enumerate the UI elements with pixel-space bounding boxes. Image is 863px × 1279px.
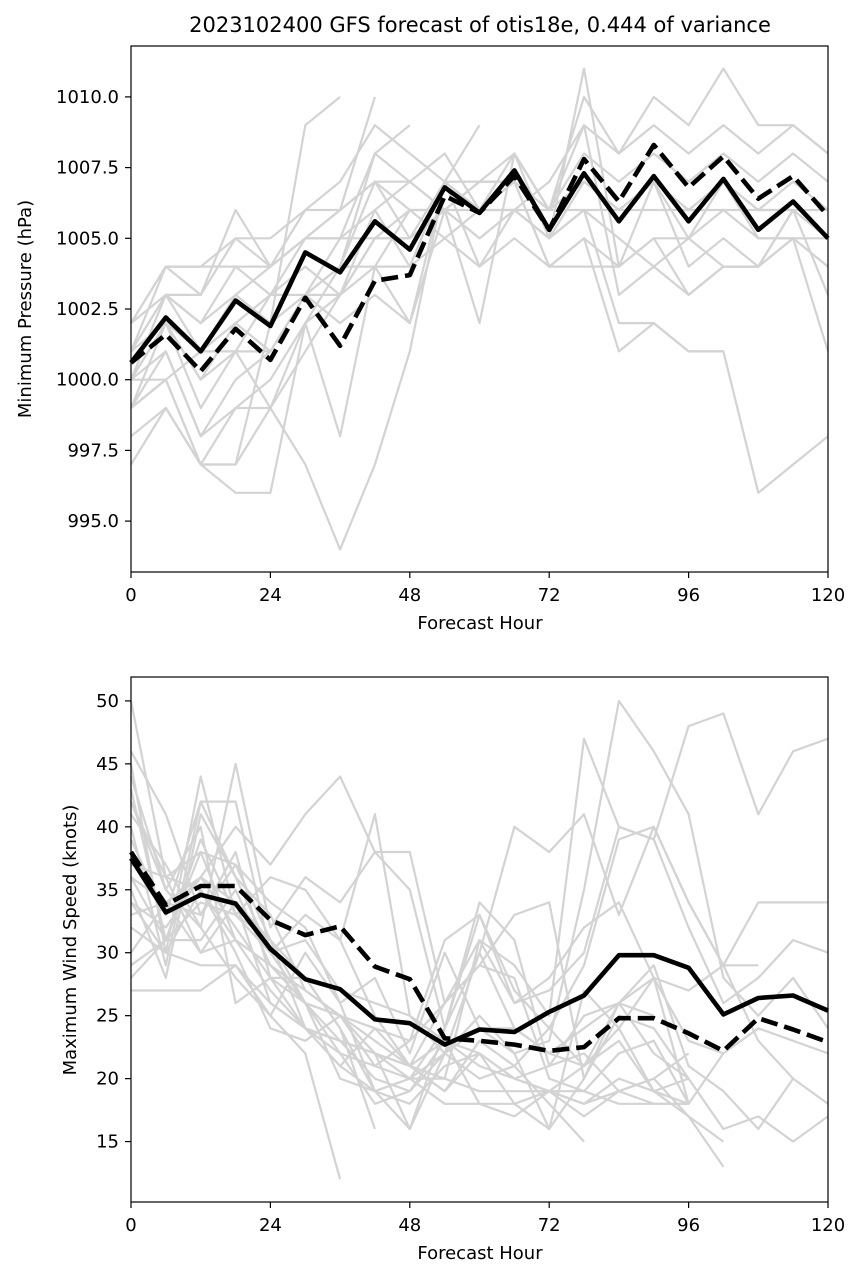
- pressure-x-tick-label-24: 24: [259, 585, 282, 606]
- wind-y-tick-label-4: 35: [96, 880, 119, 901]
- pressure-y-tick-label-2: 1000.0: [56, 370, 119, 391]
- wind-ensemble-line-21: [130, 863, 689, 1105]
- wind-ensemble-line-24: [130, 801, 689, 1131]
- pressure-y-tick-label-4: 1005.0: [56, 228, 119, 249]
- wind-dashed-line: [129, 850, 829, 1054]
- chart-title: 2023102400 GFS forecast of otis18e, 0.44…: [189, 13, 771, 37]
- wind-ticks: 0 24 48 72 96 120 15 20 25 30 35 40 45 50: [96, 691, 845, 1236]
- pressure-x-tick-label-48: 48: [398, 585, 421, 606]
- wind-x-tick-label-120: 120: [811, 1215, 845, 1236]
- wind-y-tick-label-5: 40: [96, 817, 119, 838]
- pressure-x-tick-label-72: 72: [538, 585, 561, 606]
- pressure-ensemble-line-13: [130, 67, 829, 438]
- wind-y-tick-label-0: 15: [96, 1132, 119, 1153]
- wind-ensemble-line-22: [130, 876, 690, 1118]
- pressure-x-tick-label-120: 120: [811, 585, 845, 606]
- wind-ensemble-line-10: [129, 813, 585, 1143]
- wind-ensemble-line-23: [130, 888, 725, 1105]
- pressure-ensemble-line-14: [131, 124, 830, 381]
- wind-y-tick-label-6: 45: [96, 754, 119, 775]
- wind-y-axis-label: Maximum Wind Speed (knots): [60, 805, 81, 1076]
- wind-y-tick-label-7: 50: [96, 691, 119, 712]
- pressure-series-layer: [129, 67, 830, 551]
- pressure-x-tick-label-96: 96: [677, 585, 700, 606]
- wind-x-axis-label: Forecast Hour: [417, 1243, 543, 1264]
- pressure-y-tick-label-5: 1007.5: [56, 158, 119, 179]
- wind-x-tick-label-48: 48: [398, 1215, 421, 1236]
- pressure-ticks: 0 24 48 72 96 120 995.0 997.5 1000.0 1002.5 1005.0…: [56, 87, 845, 606]
- wind-panel: 0 24 48 72 96 120 15 20 25 30 35 40 45 50 Forecast Ho…: [60, 676, 845, 1264]
- pressure-ensemble-line-15: [130, 124, 829, 494]
- wind-solid-line: [129, 857, 829, 1047]
- wind-x-tick-label-0: 0: [125, 1215, 136, 1236]
- wind-x-tick-label-24: 24: [259, 1215, 282, 1236]
- pressure-y-tick-label-1: 997.5: [67, 440, 119, 461]
- pressure-y-tick-label-0: 995.0: [67, 511, 119, 532]
- pressure-panel: 0 24 48 72 96 120 995.0 997.5 1000.0 1002.5 1005.0…: [15, 45, 845, 634]
- pressure-y-tick-label-3: 1002.5: [56, 299, 119, 320]
- pressure-y-tick-label-6: 1010.0: [56, 87, 119, 108]
- wind-ensemble-line-18: [130, 813, 342, 1180]
- wind-x-tick-label-96: 96: [677, 1215, 700, 1236]
- wind-y-tick-label-3: 30: [96, 943, 119, 964]
- wind-y-tick-label-1: 20: [96, 1069, 119, 1090]
- wind-ensemble-line-7: [129, 699, 829, 1055]
- pressure-y-axis-label: Minimum Pressure (hPa): [15, 200, 36, 418]
- wind-plot-frame: [130, 676, 829, 1203]
- wind-y-tick-label-2: 25: [96, 1006, 119, 1027]
- pressure-x-tick-label-0: 0: [125, 585, 136, 606]
- pressure-x-axis-label: Forecast Hour: [417, 613, 543, 634]
- wind-x-tick-label-72: 72: [538, 1215, 561, 1236]
- wind-series-layer: [129, 699, 829, 1180]
- pressure-dashed-line: [129, 142, 830, 374]
- wind-ensemble-line-6: [129, 712, 829, 1017]
- wind-ensemble-line-13: [130, 926, 655, 1131]
